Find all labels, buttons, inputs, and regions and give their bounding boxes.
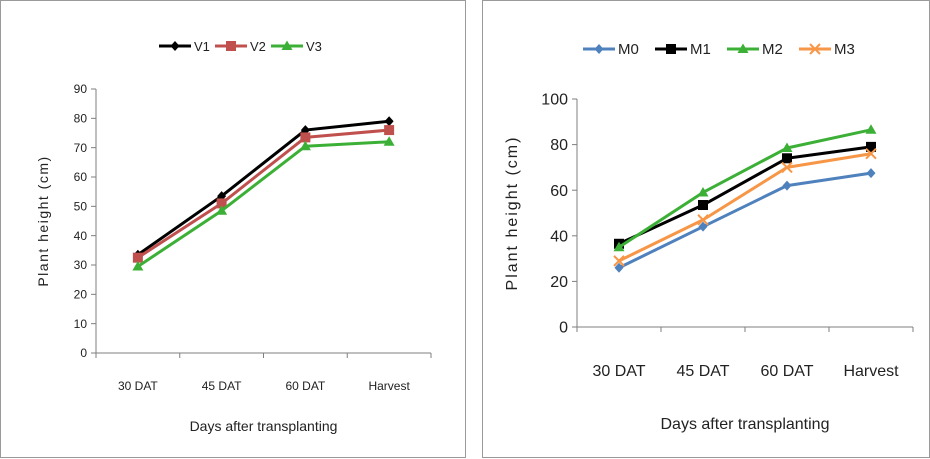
series-line [137, 119, 390, 256]
y-tick-label: 70 [74, 141, 88, 155]
y-axis-title: Plant height (cm) [504, 136, 521, 291]
data-point [216, 205, 228, 215]
data-point [865, 124, 877, 134]
data-point [383, 136, 395, 146]
y-tick-label: 60 [74, 170, 88, 184]
series-V1 [133, 116, 394, 260]
x-tick-label: 30 DAT [118, 379, 158, 393]
chart-panel-right: 0 20 40 60 80 100 30 DAT 45 DAT 60 DAT Harvest Day… [482, 0, 930, 458]
x-tick-label: 60 DAT [285, 379, 325, 393]
series-M2 [613, 124, 877, 252]
data-point [384, 125, 395, 136]
data-point [132, 252, 143, 263]
data-point [216, 198, 227, 209]
legend-marker [666, 44, 676, 54]
data-point [865, 148, 877, 160]
x-tick-label: 45 DAT [202, 379, 242, 393]
data-point [866, 168, 876, 179]
data-point [613, 255, 625, 267]
y-tick-label: 10 [74, 317, 88, 331]
y-tick-label: 40 [74, 229, 88, 243]
legend-marker [281, 40, 293, 50]
y-tick-label: 80 [550, 137, 568, 154]
y-tick-label: 60 [550, 183, 568, 200]
data-point [781, 142, 793, 153]
series-line [618, 128, 872, 249]
legend-label: V1 [194, 39, 210, 54]
x-tick-label: 30 DAT [592, 363, 645, 380]
series-line [618, 145, 872, 246]
y-axis-title: Plant height (cm) [35, 155, 51, 286]
legend-label: V3 [306, 39, 322, 54]
series-line [137, 140, 390, 268]
chart-left: 0 10 20 30 40 50 60 70 80 90 30 DAT 45 DAT 60 DAT Har… [35, 39, 432, 434]
series-line [618, 152, 872, 263]
chart-panel-left: 0 10 20 30 40 50 60 70 80 90 30 DAT 45 DAT 60 DAT Har… [0, 0, 466, 458]
x-tick-label: 45 DAT [676, 363, 729, 380]
y-tick-label: 0 [559, 320, 568, 337]
y-tick-label: 100 [541, 92, 568, 109]
data-point [300, 132, 311, 143]
series-line [137, 128, 390, 259]
y-tick-label: 90 [74, 82, 88, 96]
y-tick-label: 50 [74, 200, 88, 214]
x-axis-title: Days after transplanting [190, 418, 338, 434]
data-point [384, 116, 394, 127]
y-tick-label: 0 [80, 346, 87, 360]
legend-label: M3 [834, 41, 855, 58]
legend-marker [737, 43, 749, 53]
data-point [698, 221, 708, 232]
x-tick-label: Harvest [843, 363, 899, 380]
series-line [618, 171, 872, 270]
series-M3 [613, 148, 877, 267]
legend-label: M1 [690, 41, 711, 58]
y-tick-label: 40 [550, 228, 568, 245]
legend-label: V2 [250, 39, 266, 54]
legend-marker [809, 43, 821, 55]
x-tick-label: Harvest [368, 379, 410, 393]
y-tick-label: 80 [74, 112, 88, 126]
data-point [782, 180, 792, 191]
data-point [866, 141, 876, 152]
legend: M0 M1 M2 M3 [583, 41, 855, 58]
data-point [697, 214, 709, 226]
data-point [613, 241, 625, 252]
y-tick-label: 20 [74, 288, 88, 302]
legend-marker [594, 44, 604, 54]
series-V2 [132, 125, 395, 263]
data-point [299, 140, 311, 151]
data-point [614, 262, 624, 273]
y-tick-label: 30 [74, 258, 88, 272]
chart-right: 0 20 40 60 80 100 30 DAT 45 DAT 60 DAT Harvest Day… [504, 41, 914, 433]
y-tick-label: 20 [550, 274, 568, 291]
legend-label: M0 [618, 41, 639, 58]
data-point [782, 153, 792, 164]
data-point [781, 161, 793, 174]
x-axis-title: Days after transplanting [661, 416, 830, 433]
legend-label: M2 [762, 41, 783, 58]
legend-marker [226, 41, 236, 51]
data-point [697, 186, 709, 197]
x-tick-label: 60 DAT [760, 363, 813, 380]
legend-marker [170, 41, 180, 51]
data-point [698, 200, 708, 211]
data-point [132, 260, 144, 271]
legend: V1 V2 V3 [159, 39, 322, 54]
series-M0 [614, 168, 876, 273]
series-V3 [132, 136, 395, 271]
